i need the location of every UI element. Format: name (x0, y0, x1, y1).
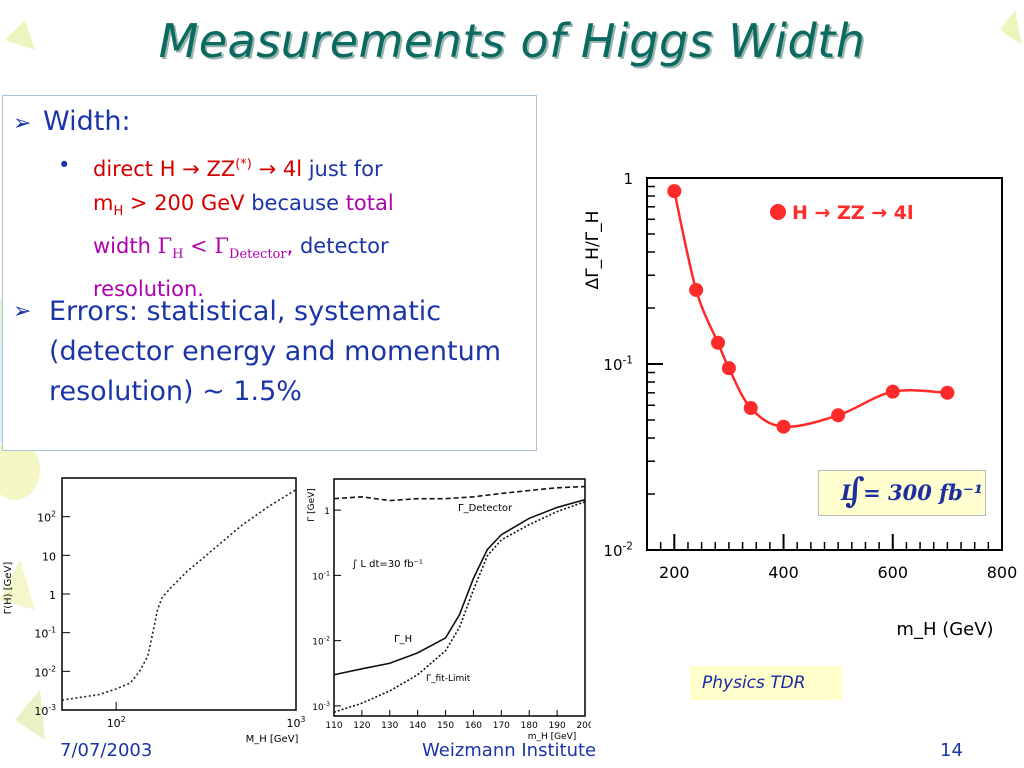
bullet-width: ➢ Width: (13, 102, 131, 144)
y-tick-label: 10-1 (312, 570, 330, 582)
data-point (940, 385, 955, 400)
gamma-fit-limit-curve (333, 500, 586, 713)
x-axis-label: M_H [GeV] (246, 734, 299, 745)
gamma-h-curve (333, 498, 586, 676)
arrow-bullet-icon: ➢ (13, 111, 32, 136)
series-label-fit-limit: Γ_fit-Limit (426, 674, 471, 684)
higgs-width-plot: 10-3 10-2 10-1 1 10 102 102 103 Γ(H) [GeV] M_H [G… (3, 477, 306, 745)
x-tick-label: 140 (409, 721, 426, 731)
y-tick-label: 10-3 (312, 701, 330, 713)
y-tick-label: 10-2 (312, 636, 330, 648)
y-tick-label: 1 (623, 170, 633, 188)
gamma-h-subscript: H (172, 247, 184, 263)
x-tick-label: 170 (493, 721, 510, 731)
x-tick-label: 600 (877, 563, 908, 582)
integral-icon: ∫ (845, 471, 865, 511)
data-point (743, 401, 758, 416)
data-point (711, 335, 725, 350)
x-axis-label: m_H [GeV] (528, 732, 577, 742)
star-superscript: (*) (235, 157, 252, 172)
y-tick-label: 1 (324, 507, 330, 517)
arrow-bullet-icon: ➢ (13, 299, 32, 324)
y-axis-label: Γ [GeV] (307, 488, 317, 522)
mass-threshold-text: > 200 GeV (123, 191, 245, 215)
luminosity-label: ∫ L = 300 fb⁻¹ (818, 470, 986, 516)
less-than-gamma: < Γ (183, 234, 230, 259)
x-tick-label: 200 (576, 721, 591, 731)
data-point (776, 419, 791, 434)
data-point (885, 384, 900, 399)
data-point (831, 408, 846, 423)
data-point (689, 282, 704, 297)
detector-text: detector (293, 234, 389, 259)
bullet-width-text: Width: (43, 106, 131, 137)
page-number: 14 (940, 740, 963, 761)
y-tick-label: 10-2 (34, 664, 56, 679)
gamma-symbol: Γ (157, 234, 173, 259)
sub-bullet-direct: • direct H → ZZ(*) → 4l just for mH > 20… (58, 148, 528, 306)
bullet-errors-text: Errors: statistical, systematic (detecto… (49, 296, 501, 407)
x-tick-label: 190 (549, 721, 566, 731)
x-tick-label: 200 (659, 563, 690, 582)
width-comparison-plot: 10-3 10-2 10-1 1 110 120 130 140 150 160 170 180 190… (307, 478, 591, 742)
footer-date: 7/07/2003 (60, 740, 153, 761)
width-precision-plot: 10-2 10-1 1 200 400 600 800 H → ZZ → 4l ΔΓ_H/Γ_H… (583, 170, 1018, 640)
mass-symbol: m (93, 191, 114, 215)
gamma-h-curve (61, 488, 297, 701)
just-for-text: just for (302, 157, 383, 181)
legend-marker (770, 204, 786, 220)
direct-channel-text: direct H → ZZ (93, 157, 236, 181)
total-text: total (345, 191, 394, 215)
y-tick-label: 10-1 (603, 354, 633, 374)
bullet-text-box: ➢ Width: • direct H → ZZ(*) → 4l just for… (2, 95, 537, 451)
series-label-detector: Γ_Detector (458, 503, 513, 514)
x-tick-label: 110 (325, 721, 342, 731)
source-note: Physics TDR (690, 666, 842, 700)
x-tick-label: 120 (353, 721, 370, 731)
slide-title: Measurements of Higgs Width (158, 14, 866, 68)
detector-subscript: Detector (229, 247, 287, 263)
x-tick-label: 180 (521, 721, 538, 731)
footer-institute: Weizmann Institute (422, 740, 597, 761)
dot-bullet-icon: • (58, 153, 71, 177)
y-axis-label: ΔΓ_H/Γ_H (583, 211, 603, 290)
mass-subscript: H (113, 204, 124, 220)
x-axis-label: m_H (GeV) (896, 619, 993, 640)
resolution-text: resolution. (93, 277, 204, 302)
legend-label: H → ZZ → 4l (792, 202, 914, 224)
x-tick-label: 800 (987, 563, 1018, 582)
x-tick-label: 160 (465, 721, 482, 731)
gamma-detector-curve (333, 485, 586, 502)
x-tick-label: 102 (107, 715, 126, 730)
comma-text: , (286, 234, 294, 259)
because-text: because (244, 191, 346, 215)
luminosity-annotation: ∫ L dt=30 fb⁻¹ (352, 559, 423, 570)
x-tick-label: 130 (381, 721, 398, 731)
y-tick-label: 10-1 (34, 626, 56, 641)
data-point (721, 361, 736, 376)
x-tick-label: 400 (768, 563, 799, 582)
four-lepton-text: → 4l (251, 157, 303, 181)
precision-curve (673, 190, 948, 429)
series-label-gamma-h: Γ_H (394, 634, 412, 645)
y-axis-label: Γ(H) [GeV] (3, 562, 14, 615)
y-tick-label: 102 (37, 510, 56, 525)
x-tick-label: 103 (287, 715, 306, 730)
y-tick-label: 10-3 (34, 703, 56, 718)
bullet-errors: ➢ Errors: statistical, systematic (detec… (13, 292, 513, 412)
y-tick-label: 10 (42, 550, 56, 563)
y-tick-label: 1 (49, 589, 56, 602)
width-text: width (93, 234, 158, 259)
y-tick-label: 10-2 (603, 540, 633, 560)
luminosity-text: L = 300 fb⁻¹ (841, 480, 984, 505)
x-tick-label: 150 (437, 721, 454, 731)
data-point (667, 184, 682, 199)
